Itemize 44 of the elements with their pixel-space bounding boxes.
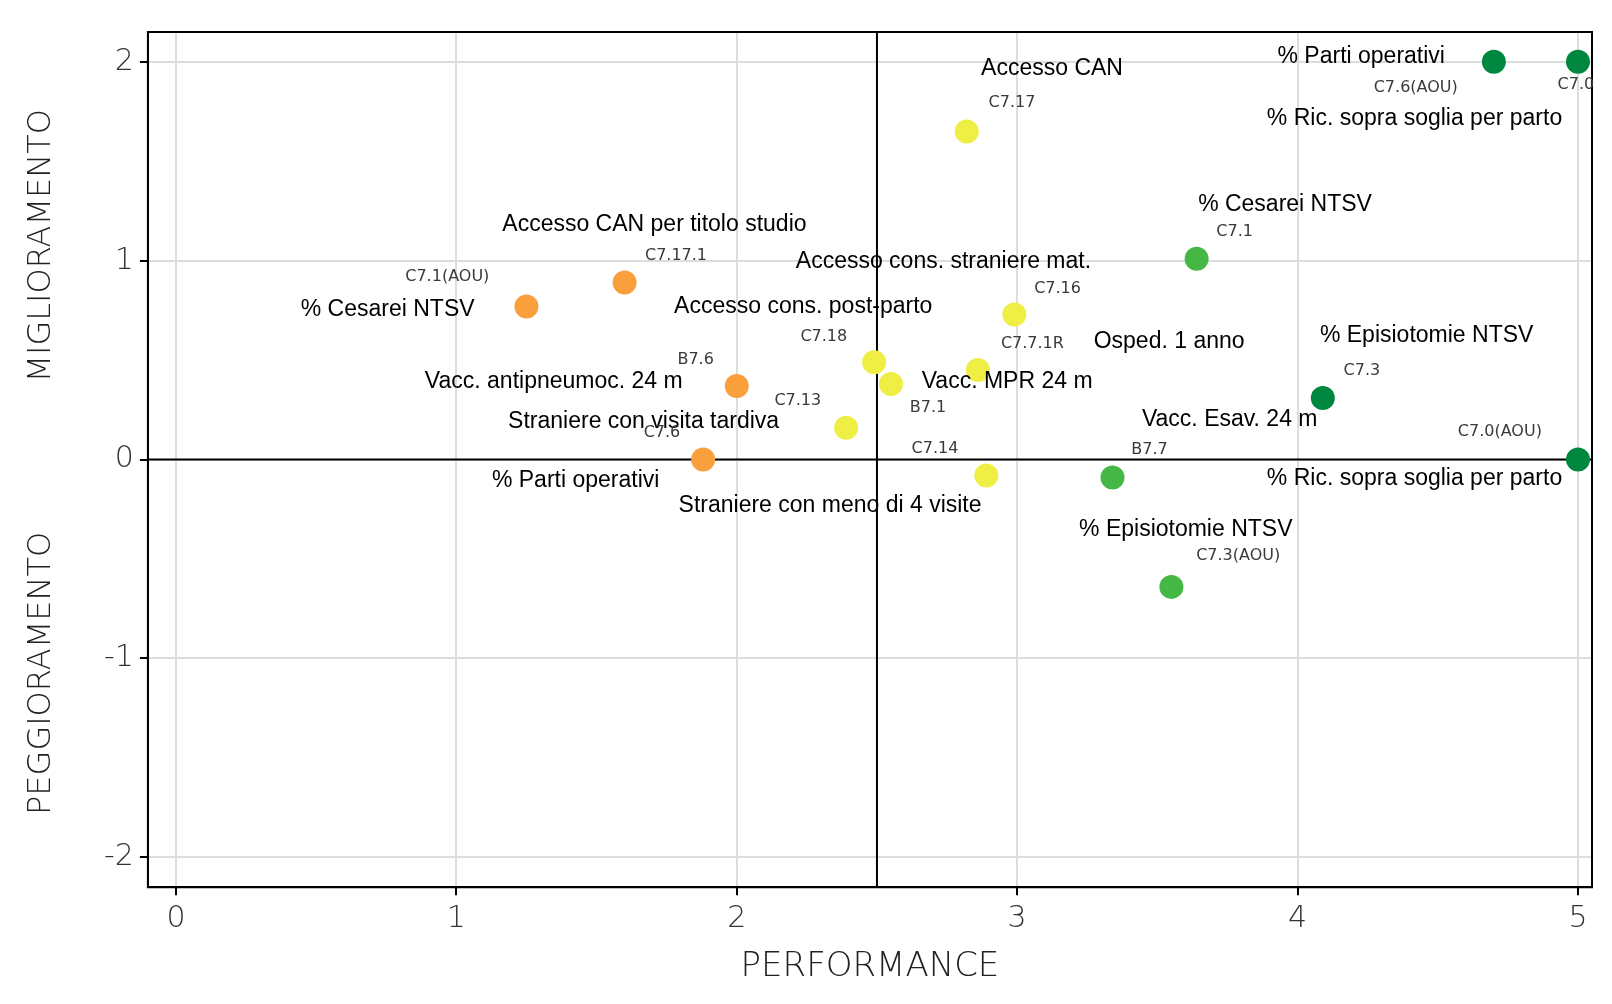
annotation: % Episiotomie NTSV [1319,320,1535,347]
y-tick-label: -2 [103,837,134,873]
annotation: C7.13 [774,390,822,410]
text: PEGGIORAMENTO [20,531,59,815]
annotation: C7.17.1 [644,245,708,265]
y-axis-title: MIGLIORAMENTO [20,108,59,383]
annotation: C7.14 [911,437,959,457]
annotation: C7.0(AOU) [1457,421,1542,440]
annotation: % Parti operativi [1277,42,1445,69]
annotation: Vacc. MPR 24 m [921,367,1093,394]
y-tick-label: 0 [114,439,134,475]
annotation: Vacc. antipneumoc. 24 m [424,367,683,394]
x-tick-label: 1 [446,899,466,934]
annotation: % Episiotomie NTSV [1079,514,1294,541]
x-tick-label: 2 [727,899,747,934]
x-tick-label: 3 [1007,899,1027,934]
annotation: B7.6 [677,349,714,369]
annotation: Osped. 1 anno [1093,326,1245,353]
y-tick-label: 1 [114,240,134,276]
annotation: B7.1 [909,396,947,416]
annotation: C7.17 [988,91,1036,111]
x-tick-label: 4 [1288,899,1308,934]
x-tick-label: 0 [166,899,186,934]
annotation: C7.18 [800,325,848,345]
annotation: C7.3(AOU) [1196,545,1281,565]
annotation: B7.7 [1131,438,1168,458]
annotation: % Parti operativi [491,465,660,492]
annotation: % Cesarei NTSV [300,294,476,321]
annotation: % Cesarei NTSV [1198,189,1373,216]
annotation: % Ric. sopra soglia per parto [1266,464,1563,491]
annotation: C7.1 [1216,221,1253,241]
annotation: C7.1(AOU) [405,265,490,285]
annotation: C7.16 [1034,277,1081,297]
annotation: Vacc. Esav. 24 m [1141,405,1318,432]
y-tick-label: -1 [103,638,134,674]
annotation: Accesso CAN [981,54,1123,81]
annotation: C7.6(AOU) [1373,76,1458,96]
annotation: C7.7.1R [1000,332,1064,352]
y-tick-label: 2 [114,41,134,77]
annotation: Accesso CAN per titolo studio [502,210,807,237]
x-tick-label: 5 [1568,899,1588,934]
x-axis-title: PERFORMANCE [740,944,1000,985]
annotation: % Ric. sopra soglia per parto [1266,103,1563,130]
annotation: C7.3 [1343,360,1381,380]
